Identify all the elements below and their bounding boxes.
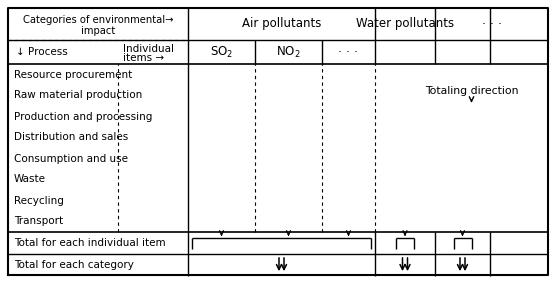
Text: · · ·: · · · [482, 18, 502, 31]
Text: impact: impact [81, 26, 115, 36]
Text: Totaling direction: Totaling direction [425, 85, 518, 95]
Text: Waste: Waste [14, 175, 46, 185]
Text: Production and processing: Production and processing [14, 112, 153, 121]
Text: Air pollutants: Air pollutants [242, 18, 321, 31]
Text: NO$_2$: NO$_2$ [276, 44, 301, 59]
Text: Water pollutants: Water pollutants [356, 18, 454, 31]
Text: Individual: Individual [123, 44, 174, 54]
Text: SO$_2$: SO$_2$ [210, 44, 233, 59]
Text: · · ·: · · · [339, 46, 359, 59]
Text: Categories of environmental→: Categories of environmental→ [23, 15, 173, 25]
Text: Distribution and sales: Distribution and sales [14, 132, 128, 143]
Text: Transport: Transport [14, 216, 63, 226]
Text: Resource procurement: Resource procurement [14, 70, 132, 80]
Text: ↓ Process: ↓ Process [16, 47, 68, 57]
Text: items →: items → [123, 53, 164, 63]
Text: Consumption and use: Consumption and use [14, 153, 128, 164]
Text: Total for each individual item: Total for each individual item [14, 238, 165, 248]
Text: Raw material production: Raw material production [14, 91, 142, 100]
Text: Total for each category: Total for each category [14, 260, 134, 270]
Text: Recycling: Recycling [14, 196, 64, 205]
